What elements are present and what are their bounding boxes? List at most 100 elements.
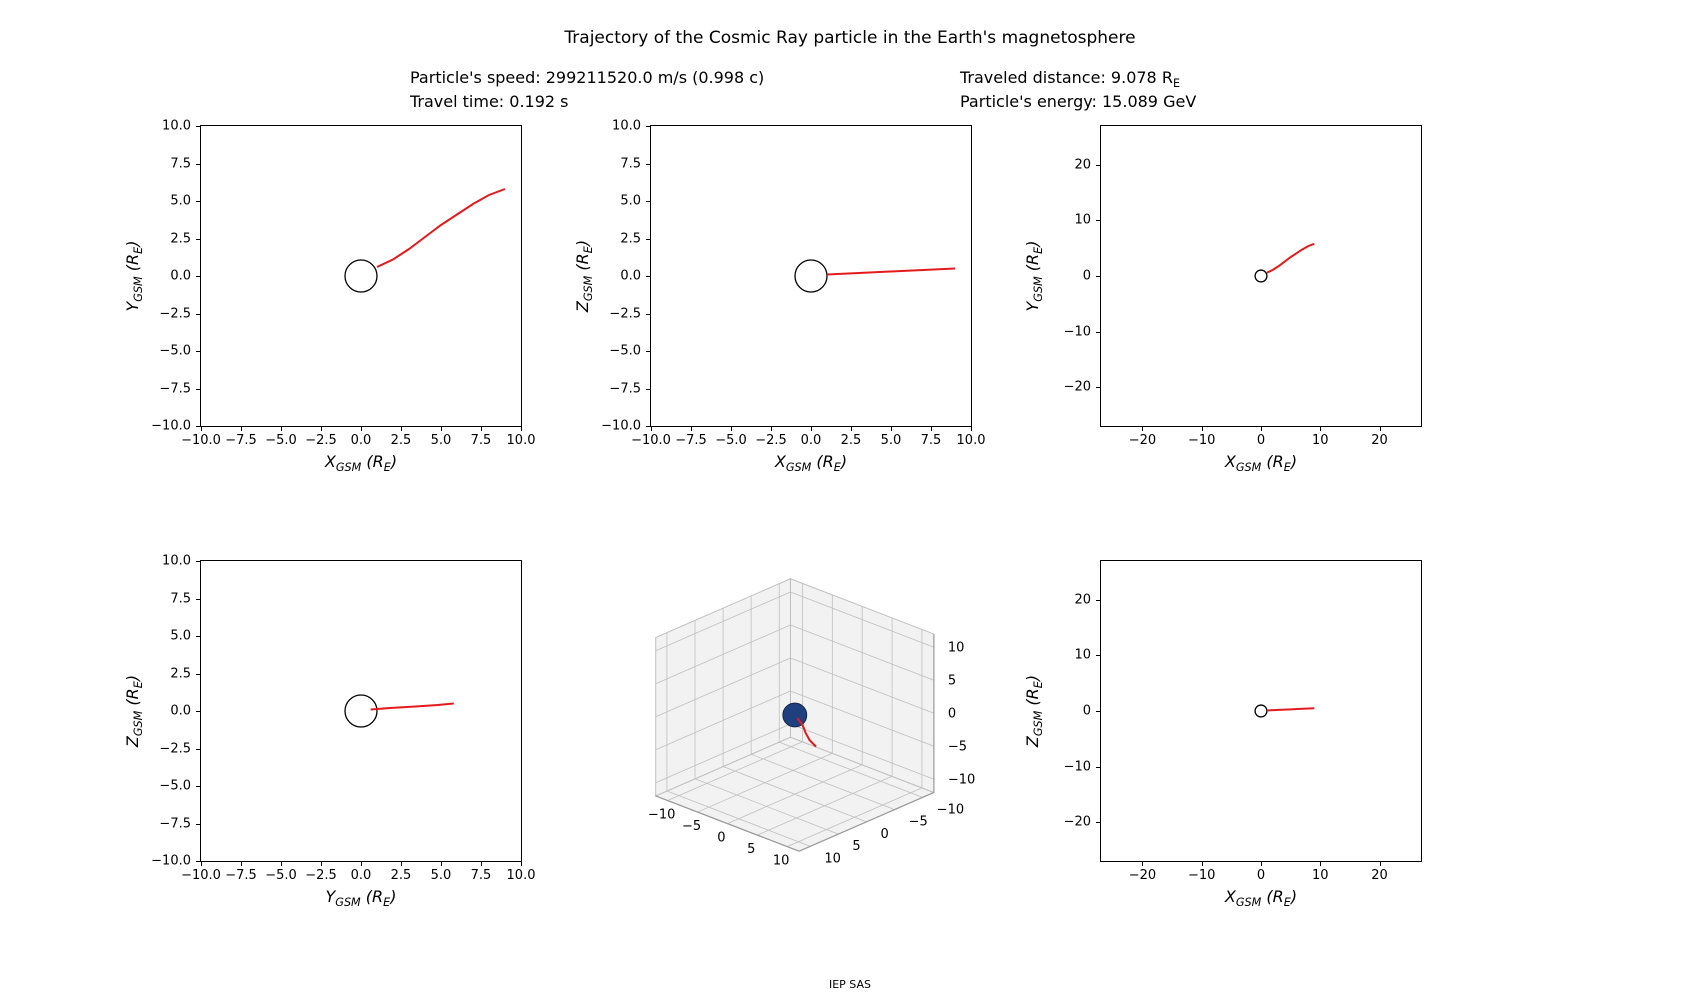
tick-label-3d: −5 — [948, 739, 967, 754]
y-axis-label: ZGSM (RE) — [1023, 561, 1045, 861]
panel-3d: −10−50510−10−50510−10−50510 — [620, 545, 1000, 885]
plot-svg — [1101, 561, 1421, 861]
tick-label-x: 20 — [1371, 433, 1388, 448]
info-distance-unit: RE — [1162, 68, 1180, 87]
info-distance-text: Traveled distance: 9.078 — [960, 68, 1162, 87]
tick-mark-x — [1202, 861, 1203, 866]
tick-label-x: −5.0 — [265, 433, 297, 448]
tick-mark-x — [201, 861, 202, 866]
tick-mark-x — [891, 426, 892, 431]
earth-circle — [345, 695, 377, 727]
tick-mark-x — [771, 426, 772, 431]
tick-mark-y — [1096, 387, 1101, 388]
tick-mark-x — [811, 426, 812, 431]
tick-mark-y — [196, 824, 201, 825]
panel-p23: −20−1001020−20−1001020XGSM (RE)ZGSM (RE) — [1100, 560, 1422, 862]
plot-svg — [1101, 126, 1421, 426]
tick-label-3d: 0 — [881, 827, 889, 842]
tick-mark-y — [196, 314, 201, 315]
tick-mark-y — [646, 314, 651, 315]
tick-mark-y — [196, 164, 201, 165]
tick-label-3d: −10 — [648, 808, 675, 823]
tick-label-3d: 10 — [824, 851, 841, 866]
tick-label-x: −10.0 — [181, 433, 221, 448]
tick-label-x: 5.0 — [881, 433, 902, 448]
tick-mark-x — [441, 861, 442, 866]
tick-label-x: 5.0 — [431, 433, 452, 448]
tick-mark-y — [646, 164, 651, 165]
tick-mark-x — [691, 426, 692, 431]
tick-label-x: 10.0 — [507, 433, 536, 448]
tick-mark-y — [196, 599, 201, 600]
tick-mark-y — [646, 239, 651, 240]
tick-mark-x — [321, 426, 322, 431]
tick-mark-x — [241, 426, 242, 431]
info-speed: Particle's speed: 299211520.0 m/s (0.998… — [410, 68, 764, 87]
tick-mark-y — [196, 861, 201, 862]
tick-mark-x — [971, 426, 972, 431]
tick-mark-x — [321, 861, 322, 866]
tick-label-x: 2.5 — [391, 868, 412, 883]
tick-mark-y — [1096, 600, 1101, 601]
y-axis-label: YGSM (RE) — [1023, 126, 1045, 426]
tick-mark-y — [196, 276, 201, 277]
tick-label-3d: −10 — [937, 802, 964, 817]
tick-mark-y — [196, 126, 201, 127]
tick-mark-x — [481, 426, 482, 431]
plot-svg — [201, 126, 521, 426]
tick-label-3d: 5 — [852, 839, 860, 854]
tick-label-x: −2.5 — [305, 433, 337, 448]
tick-mark-x — [281, 861, 282, 866]
tick-mark-x — [1320, 426, 1321, 431]
tick-label-x: 10 — [1312, 433, 1329, 448]
panel-p13: −20−1001020−20−1001020XGSM (RE)YGSM (RE) — [1100, 125, 1422, 427]
tick-label-x: −7.5 — [225, 433, 257, 448]
panel-p12: −10.0−7.5−5.0−2.50.02.55.07.510.0−10.0−7… — [650, 125, 972, 427]
earth-sphere — [783, 703, 807, 727]
info-distance: Traveled distance: 9.078 RE — [960, 68, 1180, 90]
tick-label-x: 0 — [1257, 433, 1265, 448]
tick-mark-x — [1261, 861, 1262, 866]
tick-label-x: −5.0 — [265, 868, 297, 883]
tick-label-x: −5.0 — [715, 433, 747, 448]
panel-p11: −10.0−7.5−5.0−2.50.02.55.07.510.0−10.0−7… — [200, 125, 522, 427]
tick-label-x: 7.5 — [471, 868, 492, 883]
tick-mark-y — [646, 126, 651, 127]
plot-svg — [201, 561, 521, 861]
tick-mark-x — [851, 426, 852, 431]
y-axis-label: ZGSM (RE) — [573, 126, 595, 426]
tick-label-x: −20 — [1129, 868, 1156, 883]
trajectory-line — [371, 704, 454, 710]
tick-mark-x — [651, 426, 652, 431]
tick-label-x: 2.5 — [841, 433, 862, 448]
tick-mark-y — [1096, 276, 1101, 277]
footer-credit: IEP SAS — [0, 978, 1700, 991]
tick-mark-y — [1096, 165, 1101, 166]
tick-mark-y — [646, 276, 651, 277]
info-energy: Particle's energy: 15.089 GeV — [960, 92, 1196, 111]
figure: Trajectory of the Cosmic Ray particle in… — [0, 0, 1700, 1000]
x-axis-label: XGSM (RE) — [651, 452, 971, 474]
tick-mark-x — [481, 861, 482, 866]
y-axis-label: ZGSM (RE) — [123, 561, 145, 861]
tick-mark-x — [931, 426, 932, 431]
tick-label-3d: −5 — [909, 815, 928, 830]
tick-mark-x — [361, 861, 362, 866]
tick-mark-y — [196, 749, 201, 750]
tick-mark-y — [1096, 711, 1101, 712]
tick-mark-y — [196, 351, 201, 352]
tick-mark-y — [196, 636, 201, 637]
panel-p21: −10.0−7.5−5.0−2.50.02.55.07.510.0−10.0−7… — [200, 560, 522, 862]
tick-label-x: −10 — [1188, 868, 1215, 883]
tick-label-x: 0.0 — [351, 433, 372, 448]
tick-label-x: −2.5 — [755, 433, 787, 448]
tick-mark-y — [1096, 822, 1101, 823]
tick-mark-y — [196, 239, 201, 240]
tick-label-x: 10.0 — [957, 433, 986, 448]
tick-label-x: −10.0 — [181, 868, 221, 883]
tick-label-3d: 5 — [948, 673, 956, 688]
earth-circle — [1255, 705, 1267, 717]
tick-mark-y — [646, 426, 651, 427]
tick-mark-x — [1142, 426, 1143, 431]
tick-mark-x — [521, 861, 522, 866]
